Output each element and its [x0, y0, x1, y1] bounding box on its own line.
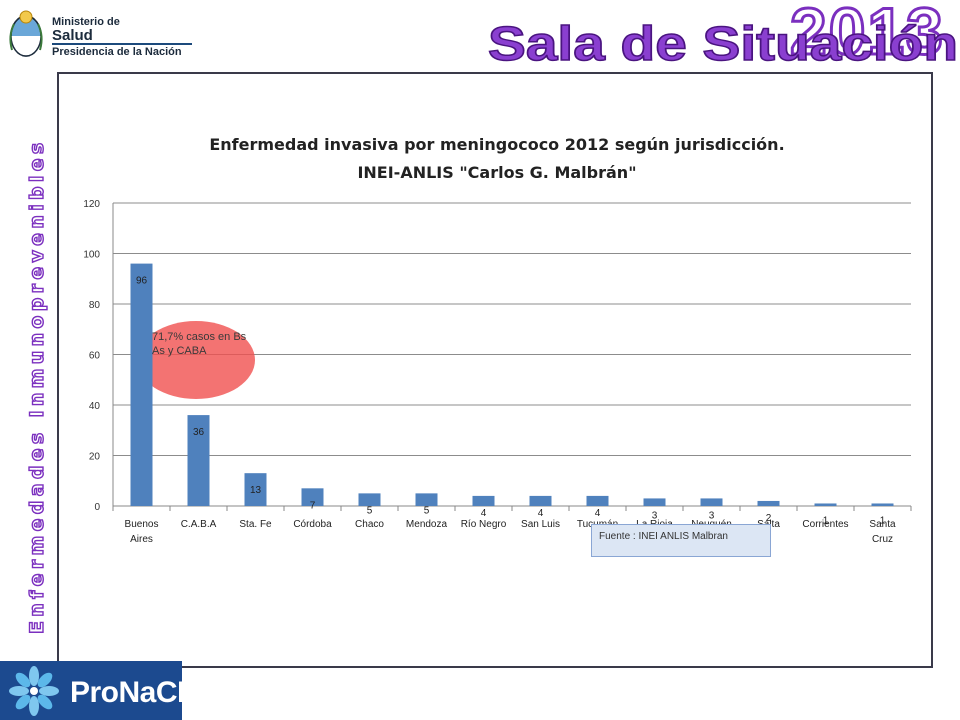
- y-tick-label: 20: [89, 452, 101, 463]
- bar: [814, 503, 837, 506]
- y-tick-label: 80: [89, 300, 101, 311]
- annotation-text: 71,7% casos en Bs As y CABA: [152, 331, 247, 357]
- y-tick-label: 100: [83, 250, 100, 261]
- bar-value-label: 3: [709, 510, 715, 521]
- bar: [358, 493, 381, 506]
- x-tick-label: San Luis: [521, 519, 560, 530]
- ministry-line-2: Salud: [52, 27, 93, 44]
- bar: [244, 473, 267, 506]
- bar-value-label: 1: [880, 515, 886, 526]
- x-tick-label: Córdoba: [293, 519, 332, 530]
- bar: [643, 498, 666, 506]
- pronacei-logo: [0, 661, 182, 720]
- bar-value-label: 4: [538, 508, 544, 519]
- x-tick-label: Chaco: [355, 519, 384, 530]
- chart-title-line-1: Enfermedad invasiva por meningococo 2012…: [209, 135, 784, 154]
- bar: [301, 488, 324, 506]
- bar-value-label: 5: [424, 505, 430, 516]
- bar-value-label: 5: [367, 505, 373, 516]
- x-tick-label: C.A.B.A: [181, 519, 217, 530]
- x-tick-label: Mendoza: [406, 519, 448, 530]
- y-tick-label: 40: [89, 401, 101, 412]
- annotation-ellipse: [137, 321, 255, 399]
- bar: [187, 415, 210, 506]
- bar: [472, 495, 495, 506]
- page-title-text: Sala de Situación: [488, 18, 958, 71]
- bar: [130, 263, 153, 506]
- bar-value-label: 7: [310, 500, 316, 511]
- bar: [529, 495, 552, 506]
- y-tick-label: 60: [89, 351, 101, 362]
- bar-value-label: 4: [595, 508, 601, 519]
- bar-value-label: 2: [766, 513, 772, 524]
- x-tick-label: Aires: [130, 534, 153, 545]
- bar: [586, 495, 609, 506]
- bar: [700, 498, 723, 506]
- x-tick-label: Sta. Fe: [239, 519, 272, 530]
- bar: [757, 500, 780, 506]
- ministry-line-3: Presidencia de la Nación: [52, 46, 182, 58]
- x-tick-label: Cruz: [872, 534, 893, 545]
- year-label: 2013: [789, 0, 945, 64]
- x-tick-label: Santa: [869, 519, 896, 530]
- bar-value-label: 13: [250, 485, 262, 496]
- bar: [415, 493, 438, 506]
- coat-of-arms-icon: [9, 10, 43, 57]
- ministry-logo: Ministerio de Salud Presidencia de la Na…: [6, 6, 192, 64]
- page-title: Sala de Situación: [487, 17, 959, 72]
- bar: [871, 503, 894, 506]
- x-tick-label: Buenos: [125, 519, 159, 530]
- bar-value-label: 1: [823, 515, 829, 526]
- y-tick-label: 120: [83, 199, 100, 210]
- x-tick-label: Río Negro: [461, 519, 507, 530]
- x-tick-label: Corrientes: [802, 519, 848, 530]
- source-note: Fuente : INEI ANLIS Malbran: [591, 524, 771, 557]
- chart-title-line-2: INEI-ANLIS "Carlos G. Malbrán": [357, 163, 636, 182]
- bar-value-label: 3: [652, 510, 658, 521]
- bar-value-label: 96: [136, 276, 148, 287]
- bar-value-label: 36: [193, 427, 205, 438]
- logo-divider: [52, 43, 192, 45]
- ministry-line-1: Ministerio de: [52, 16, 120, 28]
- bar-value-label: 4: [481, 508, 487, 519]
- flower-icon: [9, 666, 59, 716]
- pronacei-text: ProNaCEI: [70, 676, 205, 709]
- year-text: 2013: [790, 0, 945, 64]
- y-tick-label: 0: [94, 502, 100, 513]
